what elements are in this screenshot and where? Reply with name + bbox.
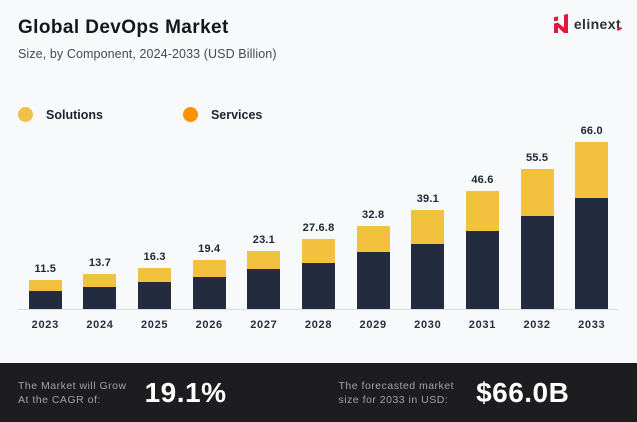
bar-segment-bottom-navy	[247, 269, 281, 309]
bar-segment-bottom-navy	[520, 216, 554, 309]
bars-row: 11.5 13.7 16.3 19.4 23.1 27.6.8 32.8 39.1 46.6 55…	[18, 122, 619, 310]
cagr-stat: The Market will Grow At the CAGR of: 19.…	[18, 377, 227, 409]
stacked-bar	[302, 239, 336, 309]
bar-segment-bottom-navy	[192, 276, 226, 309]
bar-value-label: 32.8	[362, 209, 385, 222]
legend-label: Solutions	[46, 107, 103, 122]
chart-legend: Solutions Services	[18, 107, 619, 122]
services-dot-icon	[182, 107, 198, 122]
stacked-bar	[411, 210, 445, 309]
forecast-value: $66.0B	[476, 376, 570, 408]
x-axis-label-2026: 2026	[195, 319, 223, 331]
bar-value-label: 55.5	[525, 151, 549, 164]
stacked-bar	[356, 226, 390, 309]
bar-column-2029: 32.8	[346, 209, 401, 309]
stacked-bar	[575, 142, 609, 309]
bar-segment-bottom-navy	[138, 282, 172, 309]
bar-segment-top-yellow	[411, 210, 445, 244]
x-axis-label-2025: 2025	[140, 319, 169, 331]
stacked-bar	[83, 274, 117, 309]
x-axis-label-2031: 2031	[468, 319, 497, 331]
brand-logo: elinext	[553, 14, 621, 33]
page-title: Global DevOps Market	[18, 17, 229, 38]
stacked-bar	[465, 191, 499, 309]
bar-column-2024: 13.7	[73, 257, 128, 309]
bar-value-label: 46.6	[471, 174, 494, 187]
cagr-label: The Market will Grow At the CAGR of:	[18, 379, 127, 406]
x-axis-label-2028: 2028	[304, 319, 333, 331]
x-axis-label-2032: 2032	[523, 319, 551, 331]
legend-label: Services	[210, 107, 263, 122]
stacked-bar	[28, 280, 62, 309]
bar-column-2030: 39.1	[400, 193, 455, 309]
bar-value-label: 27.6.8	[302, 222, 335, 235]
bar-segment-top-yellow	[28, 280, 62, 292]
stats-footer: The Market will Grow At the CAGR of: 19.…	[0, 363, 637, 422]
page-subtitle: Size, by Component, 2024-2033 (USD Billi…	[18, 47, 277, 61]
x-axis-label-2027: 2027	[250, 319, 278, 331]
bar-value-label: 11.5	[34, 263, 57, 276]
bar-column-2023: 11.5	[18, 263, 73, 309]
bar-segment-top-yellow	[302, 239, 336, 263]
stacked-bar	[192, 260, 226, 309]
bar-value-label: 66.0	[580, 125, 603, 138]
years-row: 2023 2024 2025 2026 2027 2028 2029 2030 2031 2032…	[18, 310, 619, 331]
solutions-dot-icon	[18, 107, 33, 122]
legend-item-services: Services	[182, 107, 263, 122]
bar-value-label: 19.4	[198, 243, 221, 256]
bar-value-label: 13.7	[88, 257, 112, 270]
bar-segment-bottom-navy	[411, 243, 445, 309]
bar-segment-top-yellow	[465, 191, 499, 232]
bar-value-label: 23.1	[252, 233, 275, 246]
stacked-bar	[520, 168, 554, 309]
forecast-label: The forecasted market size for 2033 in U…	[338, 379, 455, 406]
bar-segment-top-yellow	[356, 226, 390, 253]
bar-segment-bottom-navy	[302, 262, 336, 309]
header: Global DevOps Market Size, by Component,…	[0, 0, 637, 61]
bar-segment-bottom-navy	[465, 231, 499, 309]
bar-column-2027: 23.1	[237, 234, 292, 309]
stacked-bar	[247, 250, 281, 309]
bar-column-2032: 55.5	[510, 152, 565, 309]
bar-segment-top-yellow	[138, 267, 172, 282]
cagr-value: 19.1%	[144, 376, 227, 408]
bar-column-2025: 16.3	[127, 251, 182, 309]
bar-value-label: 39.1	[416, 193, 439, 206]
x-axis-label-2030: 2030	[414, 319, 442, 331]
bar-segment-top-yellow	[575, 142, 609, 198]
bar-segment-bottom-navy	[356, 252, 390, 309]
bar-segment-top-yellow	[83, 274, 117, 288]
legend-item-solutions: Solutions	[18, 107, 103, 122]
brand-name: elinext	[573, 15, 621, 32]
bar-segment-bottom-navy	[83, 287, 117, 309]
x-axis-label-2029: 2029	[359, 319, 387, 331]
bar-segment-top-yellow	[247, 250, 281, 270]
bar-segment-top-yellow	[192, 260, 226, 277]
stacked-bar	[138, 267, 172, 309]
bar-segment-top-yellow	[520, 168, 554, 217]
elinext-n-icon	[553, 14, 568, 33]
bar-segment-bottom-navy	[28, 291, 62, 309]
bar-column-2033: 66.0	[564, 125, 619, 309]
bar-column-2031: 46.6	[455, 174, 510, 309]
forecast-stat: The forecasted market size for 2033 in U…	[339, 377, 570, 409]
x-axis-label-2024: 2024	[86, 319, 114, 331]
bar-column-2028: 27.6.8	[291, 222, 346, 309]
x-axis-label-2023: 2023	[31, 319, 59, 331]
bar-column-2026: 19.4	[182, 243, 237, 309]
bar-value-label: 16.3	[143, 250, 166, 263]
x-axis-label-2033: 2033	[578, 319, 606, 331]
bar-segment-bottom-navy	[575, 197, 609, 309]
